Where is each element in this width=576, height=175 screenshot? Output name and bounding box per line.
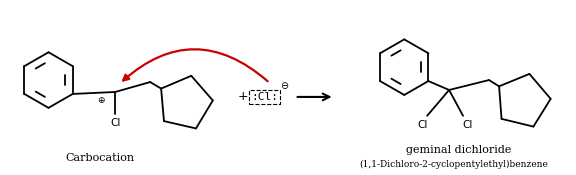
Text: $\oplus$: $\oplus$ (97, 95, 106, 105)
Text: geminal dichloride: geminal dichloride (407, 145, 511, 156)
Text: (1,1-Dichloro-2-cyclopentylethyl)benzene: (1,1-Dichloro-2-cyclopentylethyl)benzene (359, 160, 548, 169)
Text: Carbocation: Carbocation (66, 153, 135, 163)
Text: +: + (237, 90, 248, 103)
Text: Cl: Cl (110, 118, 120, 128)
FancyArrowPatch shape (123, 49, 268, 81)
Text: :Cl:: :Cl: (251, 92, 278, 102)
Text: Cl: Cl (417, 120, 427, 130)
Text: Cl: Cl (463, 120, 473, 130)
Text: $\ominus$: $\ominus$ (280, 79, 289, 90)
